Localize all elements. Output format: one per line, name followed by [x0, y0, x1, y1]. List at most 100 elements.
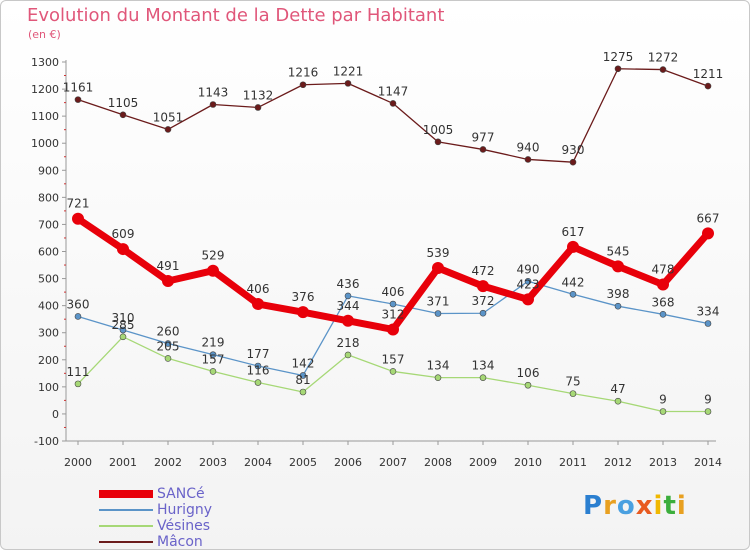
data-point	[344, 351, 352, 359]
y-tick-label: 500	[38, 273, 59, 286]
data-label: 1005	[423, 123, 454, 137]
data-label: 9	[659, 392, 667, 406]
data-point	[479, 146, 487, 153]
data-point	[704, 82, 712, 90]
data-label: 617	[562, 225, 585, 239]
data-point	[119, 326, 127, 334]
data-label: 539	[427, 246, 450, 260]
x-tick-label: 2008	[424, 456, 452, 469]
x-tick-label: 2006	[334, 456, 362, 469]
data-label: 9	[704, 392, 712, 406]
data-point	[569, 158, 577, 166]
x-tick-label: 2003	[199, 456, 227, 469]
data-point	[389, 300, 397, 308]
data-point	[657, 278, 669, 291]
data-label: 1272	[648, 51, 679, 65]
data-point	[704, 320, 712, 327]
data-label: 940	[517, 140, 540, 154]
y-tick-label: 800	[38, 191, 59, 204]
data-point	[252, 298, 264, 311]
data-label: 106	[517, 366, 540, 380]
y-tick-label: 400	[38, 300, 59, 313]
legend-label: Vésines	[157, 518, 211, 534]
legend-label: SANCé	[157, 486, 205, 502]
data-label: 372	[472, 294, 495, 308]
data-point	[479, 374, 487, 381]
data-point	[567, 240, 579, 253]
data-label: 1275	[603, 50, 634, 64]
x-tick-label: 2010	[514, 456, 542, 469]
data-label: 376	[292, 290, 315, 304]
legend-swatch	[99, 490, 153, 498]
data-label: 398	[607, 287, 630, 301]
data-label: 1161	[63, 81, 94, 95]
data-point	[299, 372, 307, 379]
legend-label: Mâcon	[157, 534, 203, 550]
data-point	[659, 408, 667, 415]
data-label: 177	[247, 347, 270, 361]
data-label: 1221	[333, 64, 364, 78]
data-point	[387, 323, 399, 336]
data-label: 1211	[693, 67, 724, 81]
data-label: 1216	[288, 66, 319, 80]
y-tick-label: 0	[52, 408, 59, 421]
data-point	[254, 362, 262, 370]
data-point	[74, 313, 82, 320]
data-point	[207, 264, 219, 277]
data-label: 406	[247, 282, 270, 296]
legend-swatch	[99, 525, 153, 527]
data-point	[164, 340, 172, 347]
y-tick-label: 1100	[31, 110, 59, 123]
data-label: 529	[202, 249, 225, 263]
data-label: 436	[337, 277, 360, 291]
y-tick-label: 600	[38, 246, 59, 259]
data-point	[254, 104, 262, 111]
data-point	[344, 292, 352, 300]
data-point	[254, 379, 262, 386]
data-label: 75	[565, 375, 580, 389]
data-label: 472	[472, 264, 495, 278]
data-label: 312	[382, 307, 405, 321]
data-point	[74, 380, 82, 388]
data-point	[74, 96, 82, 103]
data-label: 134	[472, 359, 495, 373]
data-point	[524, 381, 532, 389]
legend-item: Hurigny	[99, 502, 212, 518]
data-label: 134	[427, 359, 450, 373]
unit-label: (en €)	[28, 28, 61, 41]
data-point	[389, 100, 397, 107]
y-tick-label: 900	[38, 164, 59, 177]
y-tick-label: 1300	[31, 56, 59, 69]
data-label: 1143	[198, 86, 229, 100]
proxiti-logo: Proxiti	[583, 491, 687, 521]
data-label: 1051	[153, 110, 184, 124]
data-point	[434, 138, 442, 146]
y-tick-label: 1000	[31, 137, 59, 150]
data-label: 47	[610, 382, 625, 396]
data-point	[342, 314, 354, 327]
data-point	[479, 309, 487, 317]
data-point	[344, 80, 352, 87]
x-tick-label: 2011	[559, 456, 587, 469]
legend-item: Vésines	[99, 518, 212, 534]
data-label: 310	[112, 311, 135, 325]
data-label: 218	[337, 336, 360, 350]
data-label: 1147	[378, 84, 409, 98]
y-tick-label: 300	[38, 327, 59, 340]
data-point	[614, 302, 622, 310]
data-point	[432, 262, 444, 275]
data-label: 609	[112, 227, 135, 241]
data-point	[164, 355, 172, 362]
data-label: 111	[67, 365, 90, 379]
y-tick-label: 100	[38, 381, 59, 394]
data-label: 721	[67, 197, 90, 211]
data-label: 1132	[243, 88, 274, 102]
data-point	[569, 390, 577, 397]
data-label: 930	[562, 143, 585, 157]
legend: SANCé Hurigny Vésines Mâcon	[99, 486, 212, 550]
legend-item: Mâcon	[99, 534, 212, 550]
data-label: 285	[112, 318, 135, 332]
chart-title: Evolution du Montant de la Dette par Hab…	[27, 5, 445, 26]
data-point	[117, 243, 129, 256]
